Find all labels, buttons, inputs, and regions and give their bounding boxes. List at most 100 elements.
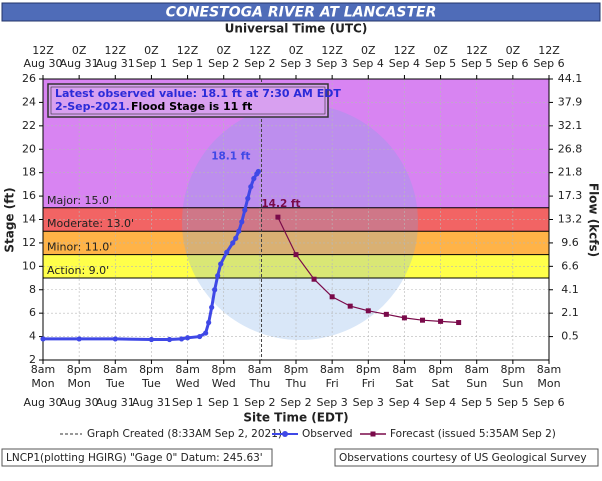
x-tick-date: Sep 1	[172, 396, 203, 409]
observed-point	[209, 304, 215, 310]
x-top-utc: 12Z	[249, 44, 271, 57]
watermark	[182, 104, 418, 340]
legend-observed: Observed	[302, 428, 353, 440]
x-tick-day: Sat	[432, 377, 451, 390]
annotation-box-inner	[50, 86, 326, 115]
x-tick-time: 8pm	[428, 363, 453, 376]
x-tick-date: Sep 5	[497, 396, 528, 409]
x-tick-date: Aug 31	[132, 396, 171, 409]
observed-point	[236, 228, 242, 234]
x-tick-time: 8pm	[356, 363, 381, 376]
x-tick-time: 8am	[31, 363, 55, 376]
x-tick-day: Sat	[395, 377, 414, 390]
observed-point	[148, 336, 155, 343]
y-tick-label: 20	[22, 142, 36, 155]
x-top-date: Aug 30	[24, 57, 63, 70]
observed-point	[255, 168, 261, 175]
x-top-date: Sep 1	[136, 57, 167, 70]
legend-forecast: Forecast (issued 5:35AM Sep 2)	[390, 428, 556, 440]
observed-point	[245, 195, 251, 202]
x-top-utc: 0Z	[144, 44, 159, 57]
x-top-utc: 0Z	[433, 44, 448, 57]
x-top-date: Sep 2	[208, 57, 239, 70]
x-tick-date: Sep 1	[208, 396, 239, 409]
x-top-utc: 12Z	[321, 44, 343, 57]
annotation-box	[47, 83, 329, 118]
x-tick-time: 8am	[464, 363, 488, 376]
y2-tick-label: 32.1	[558, 119, 583, 132]
x-tick-day: Mon	[68, 377, 91, 390]
y-tick-label: 12	[22, 236, 36, 249]
x-top-utc: 12Z	[394, 44, 416, 57]
flood-label: Minor: 11.0'	[47, 241, 112, 254]
flood-label: Moderate: 13.0'	[47, 217, 134, 230]
forecast-point	[275, 214, 281, 220]
x-tick-time: 8pm	[211, 363, 236, 376]
x-top-date: Sep 1	[172, 57, 203, 70]
y-tick-label: 24	[22, 95, 36, 108]
annotation-date: 2-Sep-2021.	[55, 100, 130, 113]
x-top-date: Sep 4	[353, 57, 384, 70]
y2-tick-label: 37.9	[558, 95, 583, 108]
x-top-utc: 12Z	[177, 44, 199, 57]
y-tick-label: 8	[29, 283, 36, 296]
x-top-date: Sep 5	[425, 57, 456, 70]
y2-tick-label: 6.6	[561, 259, 579, 272]
x-top-utc: 12Z	[32, 44, 54, 57]
x-top-utc: 0Z	[361, 44, 376, 57]
x-tick-day: Thu	[249, 377, 271, 390]
x-tick-time: 8pm	[67, 363, 92, 376]
x-axis-title: Site Time (EDT)	[243, 411, 348, 425]
x-top-utc: 0Z	[289, 44, 304, 57]
x-top-date: Sep 6	[497, 57, 528, 70]
x-top-utc: 12Z	[466, 44, 488, 57]
observed-point	[40, 336, 46, 342]
observed-point	[206, 319, 212, 326]
legend-forecast-marker	[370, 431, 376, 437]
observed-point	[203, 330, 209, 336]
forecast-point	[329, 294, 335, 300]
x-top-utc: 12Z	[538, 44, 560, 57]
observed-point	[76, 336, 82, 342]
x-tick-time: 8am	[248, 363, 272, 376]
x-top-utc: 0Z	[72, 44, 87, 57]
observed-point	[242, 207, 248, 213]
observed-point	[178, 336, 185, 342]
forecast-point	[456, 320, 462, 326]
x-top-utc: 12Z	[105, 44, 127, 57]
x-top-date: Sep 3	[317, 57, 348, 70]
x-tick-time: 8pm	[139, 363, 164, 376]
observed-point	[184, 335, 191, 341]
annotation-line1: Latest observed value: 18.1 ft at 7:30 A…	[55, 87, 341, 100]
x-tick-date: Aug 30	[60, 396, 99, 409]
observed-point	[230, 240, 236, 246]
y-tick-label: 10	[22, 259, 36, 272]
y2-tick-label: 13.2	[558, 213, 583, 226]
x-tick-day: Fri	[326, 377, 339, 390]
observed-point	[215, 273, 221, 279]
x-top-date: Sep 4	[389, 57, 420, 70]
y2-tick-label: 9.6	[561, 236, 579, 249]
y-tick-label: 14	[22, 213, 36, 226]
chart-title: CONESTOGA RIVER AT LANCASTER	[166, 5, 437, 21]
data-label: 14.2 ft	[261, 198, 300, 210]
x-top-date: Sep 3	[280, 57, 311, 70]
x-tick-day: Sun	[466, 377, 487, 390]
annotation-flood-stage: Flood Stage is 11 ft	[131, 100, 252, 113]
legend-created: Graph Created (8:33AM Sep 2, 2021)	[87, 428, 282, 440]
y-tick-label: 16	[22, 189, 36, 202]
legend-observed-marker	[282, 431, 288, 437]
top-axis-title: Universal Time (UTC)	[225, 22, 368, 36]
x-tick-date: Sep 3	[353, 396, 384, 409]
y-tick-label: 2	[29, 353, 36, 366]
observed-point	[224, 249, 230, 255]
y-tick-label: 4	[29, 330, 36, 343]
observed-point	[112, 336, 118, 342]
observed-point	[212, 287, 218, 293]
x-tick-time: 8pm	[284, 363, 309, 376]
x-tick-time: 8am	[175, 363, 199, 376]
forecast-point	[311, 276, 317, 282]
x-tick-date: Sep 3	[317, 396, 348, 409]
x-tick-time: 8pm	[501, 363, 526, 376]
